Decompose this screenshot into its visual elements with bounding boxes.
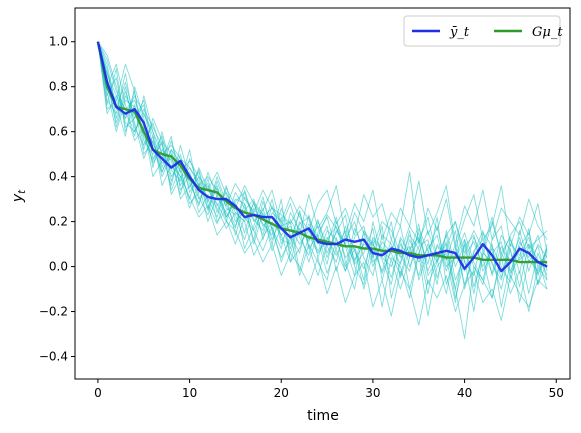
sample-path-13 [97,41,548,254]
x-tick-label: 10 [182,386,197,400]
y-tick-label: 1.0 [49,35,68,49]
series-layer [96,41,548,273]
sample-path-9 [97,41,548,308]
y-tick-label: 0.4 [49,170,68,184]
x-axis-label: time [307,408,339,424]
plot-frame [74,7,571,380]
sample-path-14 [97,41,548,245]
sample-path-10 [97,41,548,312]
x-axis-ticks: 0 10 20 30 40 50 [94,379,564,400]
x-tick-label: 0 [94,386,102,400]
sample-path-7 [97,41,548,295]
y-tick-label: 0.0 [49,260,68,274]
y-axis-label-subscript: t [17,189,28,194]
sample-path-8 [97,41,548,299]
y-tick-label: 0.6 [49,125,68,139]
y-axis-label-main: y [10,193,26,203]
y-tick-label: −0.4 [39,350,68,364]
y-tick-label: −0.2 [39,305,68,319]
x-tick-label: 40 [457,386,472,400]
y-tick-label: 0.8 [49,80,68,94]
sample-path-6 [97,41,548,290]
legend-box [403,15,561,47]
legend-label-gmu: Gμ_t [532,25,563,40]
y-axis-label: yt [10,189,28,203]
sample-path-12 [97,41,548,326]
x-tick-label: 30 [365,386,380,400]
legend: ȳ_t Gμ_t [403,15,563,47]
legend-label-ybar: ȳ_t [449,25,470,40]
y-axis-ticks: −0.4 −0.2 0.0 0.2 0.4 0.6 0.8 1.0 [39,35,75,364]
series-line-ybar [96,41,548,273]
sample-paths-layer [97,41,548,339]
x-tick-label: 20 [274,386,289,400]
x-tick-label: 50 [549,386,564,400]
y-tick-label: 0.2 [49,215,68,229]
